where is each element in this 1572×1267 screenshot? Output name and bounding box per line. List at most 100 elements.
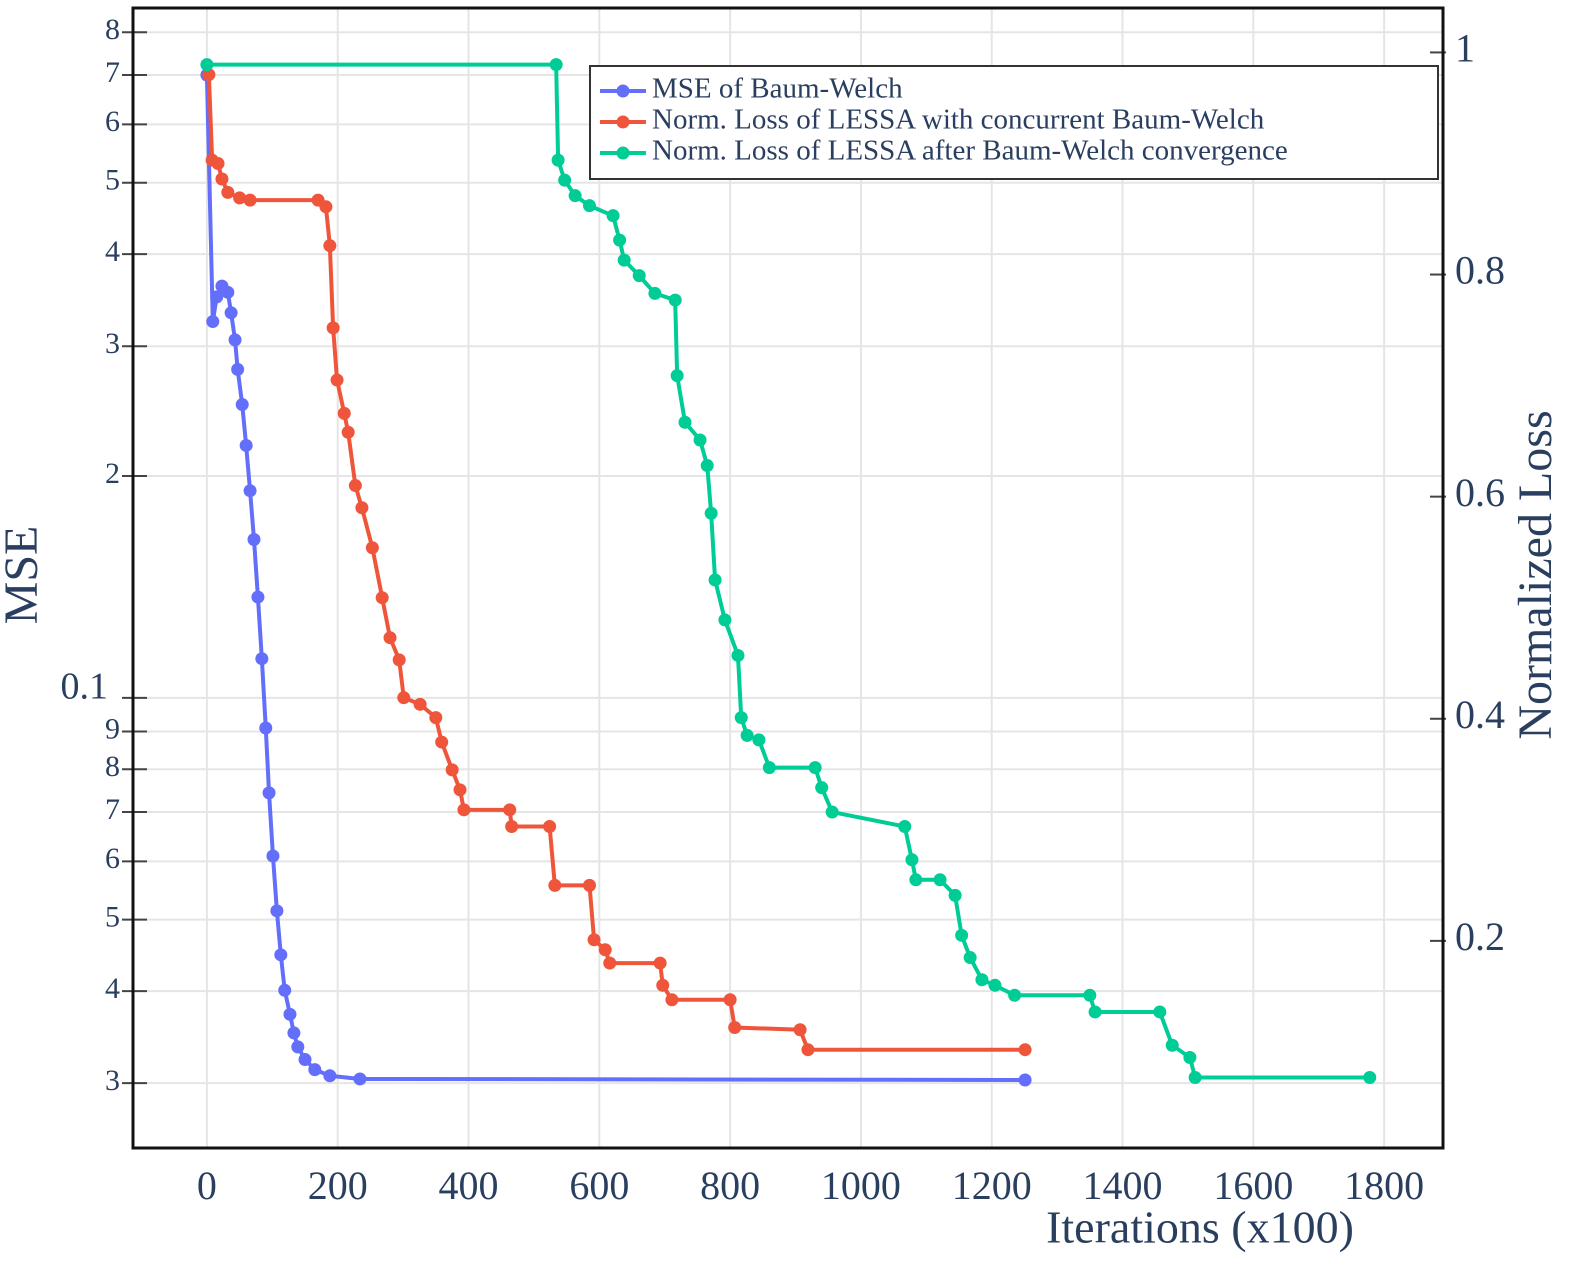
y2-tick-label: 1 [1455, 26, 1475, 71]
series-marker [548, 878, 562, 892]
series-marker [583, 878, 597, 892]
series-marker [700, 459, 714, 473]
series-marker [413, 697, 427, 711]
y-tick-label: 3 [105, 1064, 120, 1097]
series-marker [734, 711, 748, 725]
series-marker [752, 733, 766, 747]
series-marker [210, 290, 224, 304]
legend-label: MSE of Baum-Welch [652, 73, 903, 105]
x-tick-label: 1400 [1083, 1163, 1163, 1208]
y-tick-label: 2 [105, 457, 120, 490]
legend-box [589, 65, 1439, 180]
y-axis-title: MSE [0, 526, 48, 625]
series-marker [326, 321, 340, 335]
x-tick-label: 600 [569, 1163, 629, 1208]
series-marker [202, 68, 216, 82]
series-marker [587, 933, 601, 947]
series-marker [330, 373, 344, 387]
series-marker [988, 978, 1002, 992]
series-marker [206, 315, 220, 329]
series-marker [665, 993, 679, 1007]
series-marker [558, 173, 572, 187]
series-marker [278, 983, 292, 997]
series-marker [383, 631, 397, 645]
x-axis-title: Iterations (x100) [1046, 1202, 1354, 1253]
series-marker [255, 652, 269, 666]
series-marker [251, 590, 265, 604]
y-tick-label: 4 [105, 972, 120, 1005]
series-marker [933, 873, 947, 887]
series-marker [606, 209, 620, 223]
series-marker [323, 239, 337, 253]
series-marker [718, 613, 732, 627]
y2-tick-label: 0.6 [1455, 470, 1505, 515]
series-marker [397, 691, 411, 705]
series-marker [348, 479, 362, 493]
x-tick-label: 400 [439, 1163, 499, 1208]
series-marker [355, 501, 369, 515]
series-marker [815, 781, 829, 795]
series-marker [1165, 1038, 1179, 1052]
series-marker [1083, 988, 1097, 1002]
series-marker [825, 805, 839, 819]
series-marker [808, 761, 822, 775]
series-marker [235, 398, 249, 412]
series-marker [243, 484, 257, 498]
series-marker [551, 153, 565, 167]
y-tick-label: 5 [105, 164, 120, 197]
series-marker [708, 573, 722, 587]
series-marker [568, 189, 582, 203]
series-marker [1018, 1073, 1032, 1087]
series-marker [365, 541, 379, 555]
series-marker [375, 591, 389, 605]
series-marker [353, 1072, 367, 1086]
series-marker [200, 58, 214, 72]
y-tick-label: 8 [105, 750, 120, 783]
legend-marker [616, 115, 630, 129]
series-marker [262, 786, 276, 800]
y-tick-label: 5 [105, 901, 120, 934]
series-marker [1188, 1070, 1202, 1084]
series-marker [793, 1023, 807, 1037]
series-marker [1088, 1005, 1102, 1019]
series-marker [429, 711, 443, 725]
series-marker [1183, 1050, 1197, 1064]
series-marker [215, 172, 229, 186]
y-tick-label: 8 [105, 13, 120, 46]
series-marker [549, 58, 563, 72]
series-marker [731, 648, 745, 662]
series-marker [1363, 1070, 1377, 1084]
series-marker [221, 185, 235, 199]
legend-marker [616, 146, 630, 160]
y2-tick-label: 0.4 [1455, 692, 1505, 737]
series-marker [287, 1026, 301, 1040]
series-marker [975, 973, 989, 987]
series-marker [948, 888, 962, 902]
series-marker [291, 1040, 305, 1054]
series-marker [392, 653, 406, 667]
legend-label: Norm. Loss of LESSA with concurrent Baum… [652, 104, 1265, 136]
y-tick-label: 7 [105, 56, 120, 89]
series-marker [617, 253, 631, 267]
series-marker [341, 425, 355, 439]
series-marker [905, 853, 919, 867]
y2-axis-title: Normalized Loss [1509, 410, 1562, 739]
series-marker [445, 763, 459, 777]
series-marker [503, 803, 517, 817]
series-marker [233, 191, 247, 205]
x-tick-label: 1600 [1213, 1163, 1293, 1208]
y-tick-label: 6 [105, 105, 120, 138]
series-marker [678, 415, 692, 429]
series-marker [656, 978, 670, 992]
series-marker [648, 286, 662, 300]
x-tick-label: 0 [197, 1163, 217, 1208]
series-marker [505, 819, 519, 833]
series-marker [259, 721, 273, 735]
y2-tick-label: 0.8 [1455, 248, 1505, 293]
series-marker [453, 783, 467, 797]
series-marker [266, 849, 280, 863]
series-marker [457, 803, 471, 817]
series-marker [583, 199, 597, 213]
